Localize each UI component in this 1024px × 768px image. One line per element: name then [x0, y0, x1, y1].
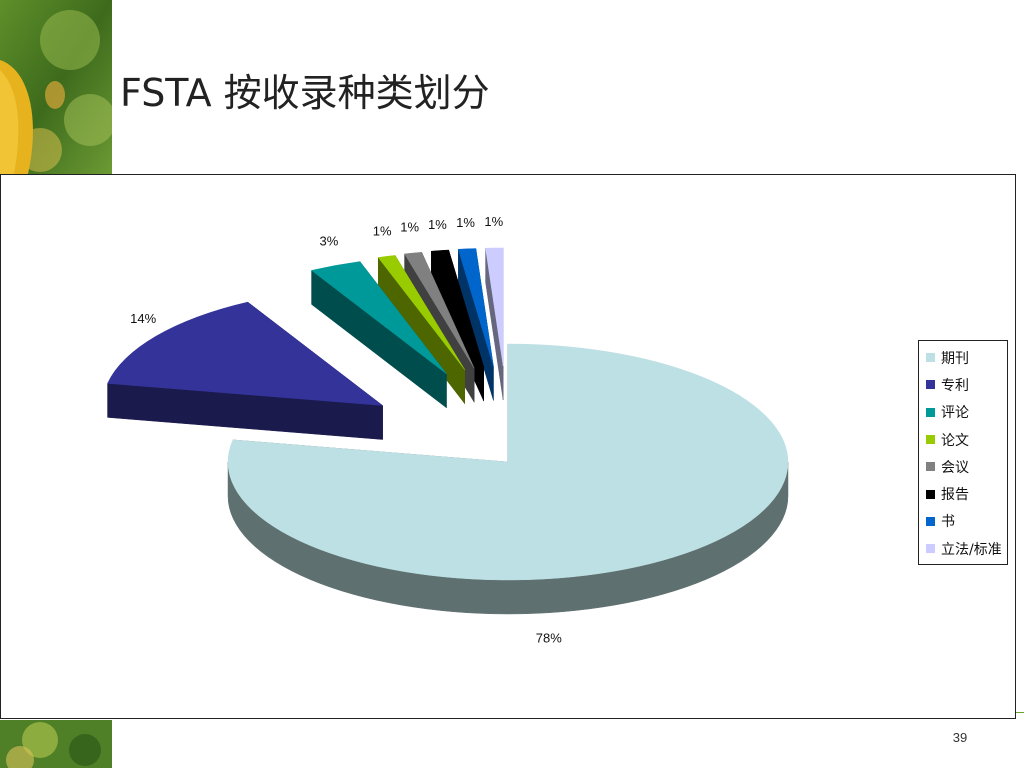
- legend-swatch: [926, 353, 935, 363]
- legend-label: 期刊: [941, 350, 969, 367]
- legend-item: 立法/标准: [919, 535, 1007, 562]
- pie-slice-6: [457, 248, 494, 401]
- leaf-photo-decoration-top: [0, 0, 112, 174]
- legend-item: 评论: [919, 399, 1007, 426]
- data-label-1: 14%: [130, 311, 156, 326]
- legend-swatch: [926, 380, 935, 390]
- legend-item: 会议: [919, 453, 1007, 480]
- slide-title: FSTA 按收录种类划分: [120, 71, 490, 115]
- data-label-6: 1%: [456, 215, 475, 230]
- pie-slice-3: [377, 254, 466, 405]
- legend-label: 报告: [941, 487, 969, 504]
- legend-swatch: [926, 544, 935, 554]
- data-label-7: 1%: [484, 214, 503, 229]
- legend-swatch: [926, 462, 935, 472]
- legend-label: 专利: [941, 377, 969, 394]
- legend-item: 专利: [919, 371, 1007, 398]
- legend-label: 书: [941, 514, 955, 531]
- legend-label: 会议: [941, 459, 969, 476]
- accent-rule: [1016, 712, 1024, 713]
- legend-label: 评论: [941, 405, 969, 422]
- legend-label: 立法/标准: [941, 541, 1002, 558]
- legend-item: 书: [919, 508, 1007, 535]
- data-label-2: 3%: [319, 233, 338, 248]
- page-number: 39: [952, 730, 968, 745]
- data-label-4: 1%: [400, 220, 419, 235]
- chart-legend: 期刊专利评论论文会议报告书立法/标准: [918, 340, 1008, 566]
- legend-swatch: [926, 435, 935, 445]
- legend-item: 报告: [919, 480, 1007, 507]
- pie-slice-7: [485, 247, 504, 400]
- legend-swatch: [926, 407, 935, 417]
- data-label-3: 1%: [373, 223, 392, 238]
- pie-slice-0: [227, 343, 789, 615]
- data-label-5: 1%: [428, 217, 447, 232]
- legend-swatch: [926, 489, 935, 499]
- data-label-0: 78%: [536, 631, 562, 646]
- pie-slice-2: [310, 260, 447, 409]
- legend-item: 论文: [919, 426, 1007, 453]
- leaf-photo-decoration-bottom: [0, 720, 112, 768]
- pie-slice-1: [107, 301, 384, 441]
- pie-chart: 78% 14% 3% 1% 1% 1% 1% 1%: [107, 214, 789, 646]
- legend-label: 论文: [941, 432, 969, 449]
- legend-item: 期刊: [919, 344, 1007, 371]
- legend-swatch: [926, 516, 935, 526]
